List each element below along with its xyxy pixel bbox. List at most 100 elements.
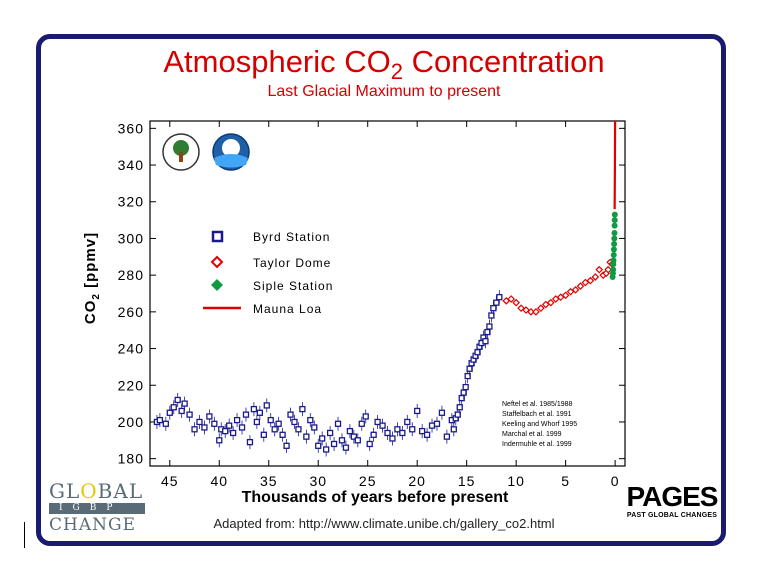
byrd-point [156, 416, 164, 424]
x-tick-label: 5 [561, 473, 570, 489]
y-tick-label: 300 [118, 230, 144, 246]
byrd-point [271, 426, 278, 433]
byrd-point [267, 416, 274, 424]
taylor-point [591, 273, 600, 281]
byrd-point [490, 305, 497, 312]
legend-label: Siple Station [253, 279, 333, 293]
byrd-point [496, 294, 503, 301]
byrd-point [456, 404, 463, 411]
x-tick-label: 20 [408, 473, 426, 489]
y-tick-label: 200 [118, 414, 144, 430]
byrd-point [275, 420, 282, 427]
taylor-point [604, 265, 613, 274]
byrd-point [384, 429, 391, 437]
byrd-point [493, 299, 500, 306]
byrd-point [201, 424, 208, 431]
byrd-point [374, 418, 381, 426]
legend-label: Byrd Station [253, 230, 330, 244]
byrd-point [322, 446, 330, 453]
title-main: Atmospheric CO [163, 44, 391, 79]
siple-point [611, 211, 618, 218]
byrd-point [319, 435, 326, 442]
pages-logo-word: PAGES [626, 481, 719, 512]
byrd-point [303, 433, 310, 440]
byrd-point [418, 427, 426, 435]
byrd-point [253, 418, 261, 426]
y-axis-label: CO2 [ppmv] [82, 232, 102, 324]
siple-point [610, 251, 617, 258]
byrd-point [389, 435, 396, 442]
y-tick-label: 340 [118, 157, 144, 173]
igbp-logo-gl: GL [49, 479, 81, 503]
byrd-point [482, 338, 489, 345]
pages-logo: PAGES PAST GLOBAL CHANGES [617, 481, 727, 520]
siple-point [611, 235, 618, 242]
igbp-logo-o: O [80, 479, 98, 503]
x-tick-label: 35 [260, 473, 278, 489]
taylor-point [571, 285, 580, 294]
taylor-point [546, 298, 555, 307]
taylor-point [586, 276, 595, 285]
noaa-wave-icon [214, 154, 248, 168]
byrd-point [170, 404, 177, 411]
plot-area-border [149, 120, 626, 467]
page-subtitle: Last Glacial Maximum to present [267, 83, 501, 100]
taylor-point [576, 282, 585, 291]
y-tick-label: 320 [118, 194, 144, 210]
byrd-point [250, 405, 258, 413]
byrd-point [450, 426, 457, 433]
byrd-point [379, 422, 386, 429]
byrd-point [486, 323, 493, 330]
byrd-point [414, 407, 421, 415]
legend-siple-marker [211, 279, 223, 291]
taylor-point [595, 265, 604, 274]
reference-note: Marchal et al. 1999 [502, 431, 562, 438]
byrd-point [238, 424, 246, 431]
igbp-logo-band: IGBP [49, 503, 145, 514]
taylor-point [537, 304, 545, 313]
igbp-logo-row1: GLOBAL [49, 481, 149, 501]
taylor-point [527, 308, 535, 316]
byrd-point [260, 431, 267, 438]
byrd-point [186, 411, 193, 418]
byrd-point [462, 383, 469, 391]
byrd-point [206, 413, 213, 420]
igbp-logo-bal: BAL [97, 479, 144, 503]
page-title: Atmospheric CO2 Concentration [0, 44, 768, 90]
byrd-point [196, 418, 203, 426]
byrd-point [315, 442, 322, 449]
pages-logo-tagline: PAST GLOBAL CHANGES [626, 512, 718, 519]
byrd-point [222, 427, 229, 435]
byrd-point [464, 372, 471, 380]
siple-point [610, 257, 617, 264]
byrd-point [423, 431, 431, 438]
byrd-point [399, 429, 406, 437]
byrd-point [366, 440, 373, 448]
slide-frame [36, 34, 726, 546]
byrd-point [307, 416, 314, 424]
byrd-point [263, 402, 270, 409]
x-tick-label: 30 [309, 473, 327, 489]
reference-note: Keeling and Whorf 1995 [502, 421, 577, 428]
legend-label: Mauna Loa [253, 302, 322, 316]
byrd-point [191, 426, 198, 433]
siple-point [611, 217, 618, 224]
byrd-point [233, 416, 241, 424]
byrd-point [350, 433, 358, 440]
byrd-point [334, 420, 342, 427]
byrd-point [166, 409, 173, 416]
x-tick-label: 25 [359, 473, 377, 489]
title-subscript: 2 [390, 59, 404, 84]
x-tick-label: 0 [611, 473, 620, 489]
siple-point [610, 266, 617, 273]
byrd-point [326, 429, 334, 437]
taylor-point [532, 308, 540, 316]
byrd-point [394, 426, 401, 433]
byrd-point [229, 429, 237, 437]
reference-note: Neftel et al. 1985/1988 [502, 401, 573, 408]
byrd-point [362, 413, 369, 420]
byrd-point [443, 433, 451, 440]
byrd-point [409, 426, 416, 433]
y-tick-label: 180 [118, 451, 144, 467]
